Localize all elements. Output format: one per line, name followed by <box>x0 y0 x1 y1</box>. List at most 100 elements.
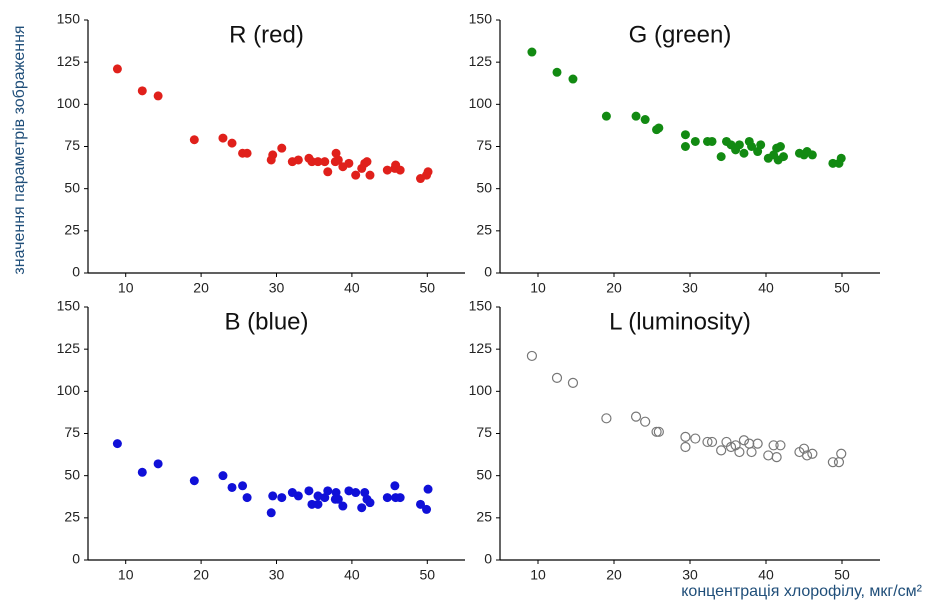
point <box>423 167 433 177</box>
x-tick-label: 10 <box>118 280 134 296</box>
point <box>738 435 750 446</box>
point <box>690 433 701 444</box>
point <box>734 446 745 458</box>
y-tick-label: 50 <box>476 466 492 482</box>
point <box>323 486 333 496</box>
point <box>775 142 785 151</box>
point <box>112 439 122 449</box>
point <box>344 486 354 496</box>
y-tick-label: 25 <box>64 509 80 525</box>
point <box>365 498 375 508</box>
point <box>775 440 786 451</box>
point <box>836 153 846 163</box>
x-tick-label: 50 <box>834 280 850 296</box>
point <box>753 147 763 157</box>
point <box>351 488 361 498</box>
point <box>827 457 838 468</box>
point <box>277 493 287 503</box>
point <box>568 74 578 84</box>
point <box>266 508 276 518</box>
point <box>189 135 199 145</box>
point <box>112 64 122 74</box>
y-tick-label: 75 <box>64 424 80 440</box>
y-tick-label: 50 <box>476 179 492 195</box>
x-tick-label: 10 <box>530 280 546 296</box>
y-axis-label: значення параметрів зображення <box>11 25 28 274</box>
point <box>242 493 252 503</box>
x-tick-label: 40 <box>758 280 774 296</box>
point <box>395 165 405 175</box>
y-tick-label: 100 <box>469 95 493 111</box>
x-tick-label: 20 <box>606 567 622 583</box>
point <box>382 165 392 175</box>
point <box>734 140 744 150</box>
x-tick-label: 20 <box>193 280 209 296</box>
point <box>382 493 392 503</box>
x-tick-label: 10 <box>530 567 546 583</box>
point <box>725 441 737 453</box>
point <box>320 157 330 167</box>
point <box>137 467 147 477</box>
point <box>836 448 847 459</box>
point <box>423 484 433 494</box>
point <box>798 443 810 454</box>
point <box>268 491 278 501</box>
point <box>323 167 333 177</box>
point <box>526 350 538 362</box>
point <box>527 47 537 57</box>
y-tick-label: 75 <box>476 424 492 440</box>
point <box>763 450 774 461</box>
y-tick-label: 125 <box>469 340 493 356</box>
y-tick-label: 0 <box>484 264 492 280</box>
y-tick-label: 125 <box>57 53 81 69</box>
point <box>716 152 726 162</box>
point <box>304 486 314 496</box>
point <box>756 140 766 150</box>
x-tick-label: 40 <box>344 280 360 296</box>
point <box>313 157 323 167</box>
y-tick-label: 100 <box>469 382 493 398</box>
point <box>227 138 237 148</box>
y-tick-label: 150 <box>469 11 493 27</box>
point <box>746 446 757 458</box>
point <box>630 411 642 422</box>
point <box>640 115 650 125</box>
chart-title: R (red) <box>229 21 304 48</box>
point <box>551 372 563 383</box>
point <box>706 436 718 448</box>
y-tick-label: 0 <box>72 551 80 567</box>
x-tick-label: 40 <box>758 567 774 583</box>
point <box>680 441 691 453</box>
y-tick-label: 25 <box>476 509 492 525</box>
x-tick-label: 30 <box>269 280 285 296</box>
point <box>680 142 690 151</box>
point <box>807 448 818 459</box>
point <box>631 111 641 121</box>
x-tick-label: 50 <box>834 567 850 583</box>
point <box>218 471 228 481</box>
point <box>333 155 343 165</box>
point <box>778 152 788 162</box>
point <box>320 493 330 503</box>
point <box>351 170 361 180</box>
point <box>653 426 664 437</box>
point <box>680 130 690 140</box>
y-tick-label: 0 <box>484 551 492 567</box>
point <box>344 158 354 168</box>
x-tick-label: 20 <box>606 280 622 296</box>
point <box>365 170 375 180</box>
point <box>390 481 400 491</box>
y-tick-label: 50 <box>64 179 80 195</box>
chart-title: B (blue) <box>224 308 308 335</box>
point <box>833 457 845 468</box>
point <box>716 445 727 456</box>
y-tick-label: 125 <box>469 53 493 69</box>
point <box>601 413 612 424</box>
x-tick-label: 30 <box>682 567 698 583</box>
y-tick-label: 100 <box>57 382 81 398</box>
y-tick-label: 150 <box>57 298 81 314</box>
y-tick-label: 25 <box>64 222 80 238</box>
y-tick-label: 125 <box>57 340 81 356</box>
point <box>640 416 651 427</box>
